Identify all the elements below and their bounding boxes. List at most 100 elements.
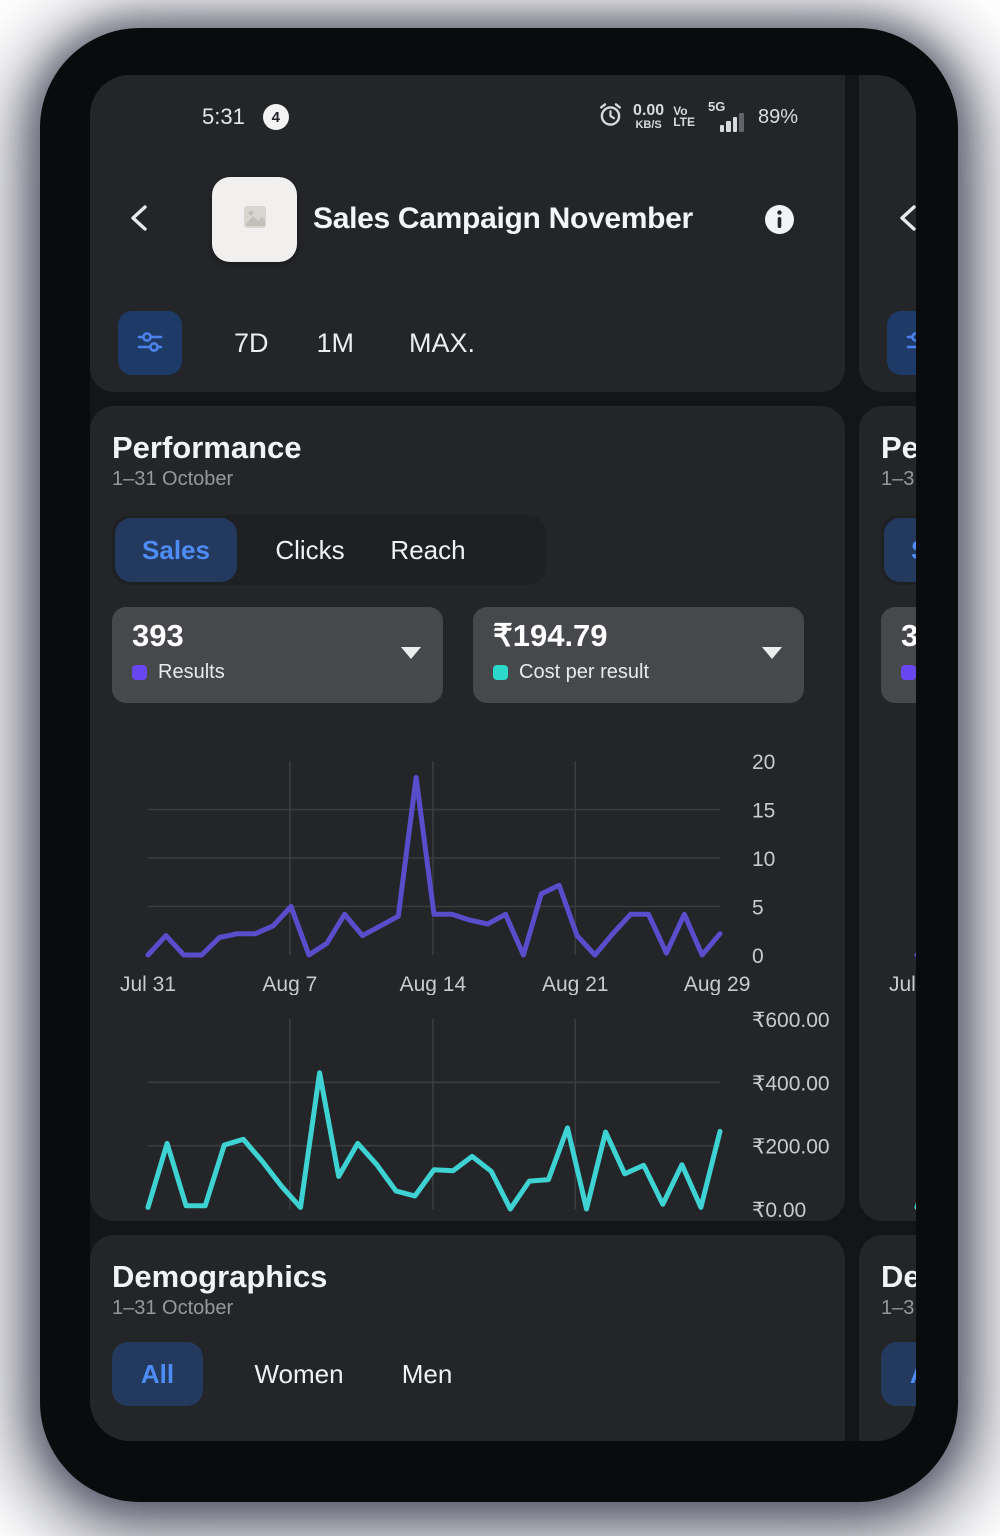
tab-all[interactable]: All xyxy=(112,1342,203,1406)
range-1m-button[interactable]: 1M xyxy=(316,327,355,358)
demographics-date-range: 1–31 October xyxy=(881,1297,916,1319)
cost-line-chart: ₹0.00₹200.00₹400.00₹600.00 xyxy=(145,1009,830,1221)
back-button[interactable] xyxy=(895,204,916,234)
range-max-button[interactable]: MAX. xyxy=(409,327,476,358)
campaign-page: Sales Campaign November xyxy=(90,75,845,1441)
demographics-card: Demographics 1–31 October All Women Men xyxy=(859,1235,916,1441)
performance-title: Performance xyxy=(881,430,916,465)
filter-button[interactable] xyxy=(887,311,916,375)
cost-label: Cost per result xyxy=(519,660,650,683)
range-7d-button[interactable]: 7D xyxy=(234,327,269,358)
demographics-tabs: All Women Men xyxy=(881,1342,916,1406)
campaign-page: Sales Campaign November xyxy=(859,75,916,1441)
svg-text:Aug 7: Aug 7 xyxy=(262,973,317,995)
demographics-title: Demographics xyxy=(881,1259,916,1294)
demographics-card: Demographics 1–31 October All Women Men xyxy=(90,1235,845,1441)
page-header-section: Sales Campaign November xyxy=(90,75,845,392)
volte-line2: LTE xyxy=(673,115,695,129)
cost-line-chart: ₹0.00₹200.00₹400.00₹600.00 xyxy=(914,1202,916,1210)
network-type-label: 5G xyxy=(707,99,726,114)
svg-text:5: 5 xyxy=(752,897,764,920)
svg-text:Aug 29: Aug 29 xyxy=(684,973,751,995)
performance-date-range: 1–31 October xyxy=(112,468,234,490)
performance-date-range: 1–31 October xyxy=(881,468,916,490)
page-title: Sales Campaign November xyxy=(313,202,693,235)
filter-row: 7D 1M MAX. xyxy=(90,311,845,375)
svg-text:₹0.00: ₹0.00 xyxy=(752,1199,806,1221)
results-legend-dot xyxy=(132,664,147,680)
results-metric-dropdown[interactable]: 393 Results xyxy=(112,607,443,703)
results-metric-dropdown[interactable]: 393 Results xyxy=(881,607,916,703)
notification-count-badge: 4 xyxy=(262,104,289,130)
clock-time: 5:31 xyxy=(202,104,245,129)
cost-value: ₹194.79 xyxy=(493,618,608,653)
image-placeholder-icon xyxy=(242,204,268,235)
page-header-section: Sales Campaign November xyxy=(859,75,916,392)
signal-strength-icon: 5G xyxy=(704,99,746,135)
phone-screen: 5:31 4 0.00 KB/S xyxy=(90,75,916,1441)
info-icon xyxy=(764,204,795,238)
cost-legend-dot xyxy=(493,664,508,680)
filter-row: 7D 1M MAX. xyxy=(859,311,916,375)
svg-text:10: 10 xyxy=(752,848,775,871)
results-value: 393 xyxy=(132,618,184,653)
demographics-date-range: 1–31 October xyxy=(112,1297,234,1319)
tab-clicks[interactable]: Clicks xyxy=(251,535,369,566)
back-button[interactable] xyxy=(126,204,152,234)
tab-men[interactable]: Men xyxy=(387,1359,467,1390)
dropdown-caret-icon xyxy=(401,647,421,659)
performance-title: Performance xyxy=(112,430,302,465)
metric-cards: 393 Results ₹194.79 Cost per result xyxy=(112,607,845,703)
chevron-left-icon xyxy=(128,204,150,235)
signal-bars xyxy=(719,113,744,132)
tab-all[interactable]: All xyxy=(881,1342,916,1406)
chevron-left-icon xyxy=(897,204,916,235)
results-value: 393 xyxy=(901,618,916,653)
tab-sales[interactable]: Sales xyxy=(884,518,916,582)
performance-card: Performance 1–31 October Sales Clicks Re… xyxy=(859,406,916,1221)
demographics-tabs: All Women Men xyxy=(112,1342,845,1406)
svg-text:20: 20 xyxy=(752,751,775,774)
svg-text:0: 0 xyxy=(752,945,764,968)
header-row: Sales Campaign November xyxy=(859,155,916,283)
volte-indicator: Vo LTE xyxy=(673,103,695,129)
svg-text:₹600.00: ₹600.00 xyxy=(752,1009,830,1032)
svg-text:₹200.00: ₹200.00 xyxy=(752,1136,830,1159)
carousel[interactable]: Sales Campaign November xyxy=(90,75,916,1441)
svg-text:Jul 31: Jul 31 xyxy=(889,973,916,995)
dropdown-caret-icon xyxy=(762,647,782,659)
tab-women[interactable]: Women xyxy=(245,1359,353,1390)
results-label: Results xyxy=(158,660,225,683)
performance-tabs: Sales Clicks Reach xyxy=(881,515,916,585)
status-icons: 0.00 KB/S Vo LTE 5G 89% xyxy=(597,99,798,135)
cost-metric-dropdown[interactable]: ₹194.79 Cost per result xyxy=(473,607,804,703)
phone-frame: 5:31 4 0.00 KB/S xyxy=(40,28,958,1502)
info-button[interactable] xyxy=(764,204,795,235)
filter-button[interactable] xyxy=(118,311,182,375)
results-line-chart: 0 5 10 15 20 Jul 31 Aug 7 Aug 14 Aug 21 Aug 29 xyxy=(120,751,775,995)
network-speed-indicator: 0.00 KB/S xyxy=(633,103,664,131)
battery-percentage: 89% xyxy=(757,105,798,128)
tab-reach[interactable]: Reach xyxy=(369,535,487,566)
campaign-thumbnail[interactable] xyxy=(212,176,297,262)
alarm-clock-icon xyxy=(597,101,624,133)
header-row: Sales Campaign November xyxy=(90,155,845,283)
status-bar: 5:31 4 0.00 KB/S xyxy=(90,75,916,145)
results-legend-dot xyxy=(901,664,916,680)
tune-sliders-icon xyxy=(135,327,165,360)
network-speed-unit: KB/S xyxy=(635,119,662,131)
svg-text:Aug 21: Aug 21 xyxy=(542,973,609,995)
network-speed-value: 0.00 xyxy=(633,102,665,119)
tab-sales[interactable]: Sales xyxy=(115,518,237,582)
volte-line1: Vo xyxy=(673,103,688,118)
svg-text:Aug 14: Aug 14 xyxy=(400,973,467,995)
performance-tabs: Sales Clicks Reach xyxy=(112,515,546,585)
svg-text:15: 15 xyxy=(752,800,775,823)
demographics-title: Demographics xyxy=(112,1259,328,1294)
tune-sliders-icon xyxy=(904,327,916,360)
metric-cards: 393 Results ₹194.79 Cost per result xyxy=(881,607,916,703)
performance-card: Performance 1–31 October Sales Clicks Re… xyxy=(90,406,845,1221)
svg-text:Jul 31: Jul 31 xyxy=(120,973,176,995)
